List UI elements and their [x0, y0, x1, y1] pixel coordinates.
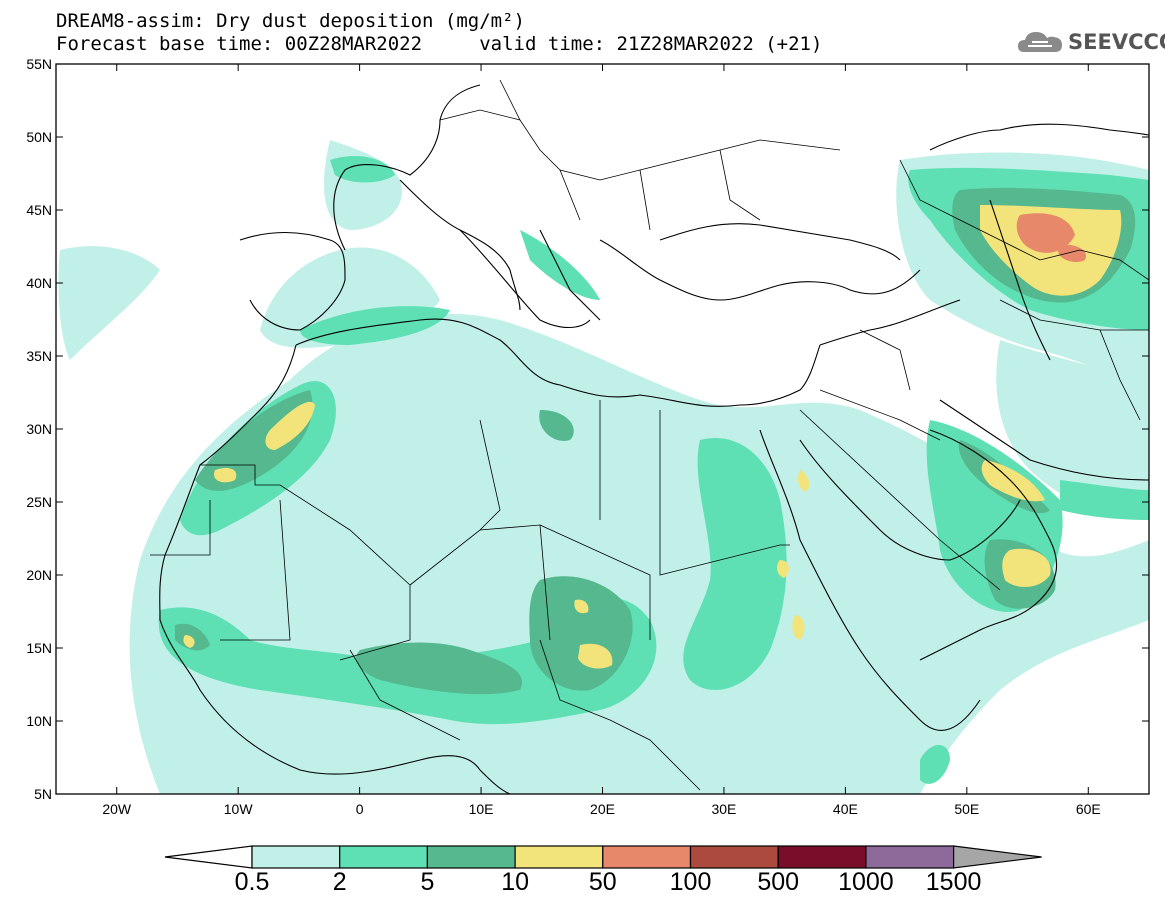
colorbar-swatch	[602, 845, 692, 869]
dust-field	[58, 140, 1149, 794]
lat-label: 40N	[26, 275, 52, 291]
colorbar-swatch	[251, 845, 341, 869]
colorbar-label: 1000	[838, 868, 894, 896]
colorbar-swatch	[777, 845, 867, 869]
lon-label: 10W	[224, 801, 254, 817]
colorbar-swatch	[689, 845, 779, 869]
lat-label: 10N	[26, 713, 52, 729]
forecast-times: Forecast base time: 00Z28MAR2022 valid t…	[56, 33, 823, 55]
colorbar-label: 500	[757, 868, 800, 896]
lat-label: 30N	[26, 421, 52, 437]
colorbar-label: 10	[501, 868, 529, 896]
colorbar	[164, 845, 1042, 869]
colorbar-label: 100	[669, 868, 712, 896]
lat-label: 5N	[34, 786, 52, 802]
coastlines	[159, 84, 1149, 794]
colorbar-label: 50	[588, 868, 617, 896]
colorbar-under-arrow	[164, 845, 253, 869]
lat-label: 35N	[26, 348, 52, 364]
longitude-axis: 20W 10W 0 10E 20E 30E 40E 50E 60E	[102, 64, 1101, 817]
lon-label: 40E	[833, 801, 858, 817]
lat-label: 20N	[26, 567, 52, 583]
colorbar-label: 2	[332, 868, 347, 896]
lon-label: 30E	[711, 801, 736, 817]
map-title: DREAM8-assim: Dry dust deposition (mg/m²…	[56, 10, 525, 32]
colorbar-swatch	[339, 845, 429, 869]
logo-text: SEEVCCC	[1068, 30, 1165, 54]
lon-label: 50E	[954, 801, 979, 817]
lat-label: 50N	[26, 129, 52, 145]
colorbar-label: 1500	[925, 868, 982, 896]
colorbar-swatch	[426, 845, 516, 869]
lat-label: 55N	[26, 56, 52, 72]
lat-label: 15N	[26, 640, 52, 656]
colorbar-swatch	[514, 845, 604, 869]
lon-label: 20W	[102, 801, 132, 817]
lon-label: 10E	[469, 801, 494, 817]
lon-label: 20E	[590, 801, 615, 817]
colorbar-label: 5	[420, 868, 435, 896]
colorbar-label: 0.5	[234, 868, 270, 896]
latitude-axis: 55N 50N 45N 40N 35N 30N 25N 20N 15N 10N 5N	[26, 56, 1149, 802]
lat-label: 25N	[26, 494, 52, 510]
cloud-icon	[1018, 32, 1062, 52]
colorbar-swatch	[865, 845, 955, 869]
colorbar-over-arrow	[952, 845, 1042, 869]
lon-label: 60E	[1076, 801, 1101, 817]
lat-label: 45N	[26, 202, 52, 218]
country-borders	[150, 79, 1149, 791]
deposition-level-50	[1016, 213, 1086, 263]
lon-label: 0	[356, 801, 364, 817]
seevccc-logo: SEEVCCC	[1016, 26, 1165, 58]
